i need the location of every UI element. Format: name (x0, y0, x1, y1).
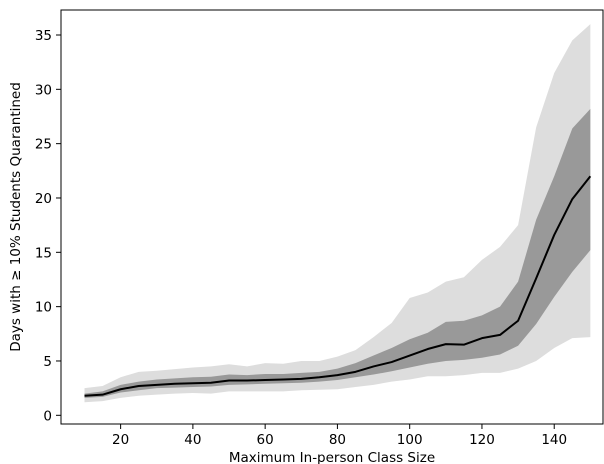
y-ticks: 0 5 10 15 20 25 30 35 (35, 28, 61, 424)
y-tick-label: 25 (35, 137, 52, 153)
band-inner-band (84, 108, 591, 398)
y-tick-label: 5 (43, 354, 52, 370)
x-tick-label: 120 (469, 432, 495, 448)
y-tick-label: 10 (35, 300, 52, 316)
x-tick-label: 80 (329, 432, 346, 448)
x-tick-label: 60 (257, 432, 274, 448)
y-tick-label: 0 (43, 408, 52, 424)
y-tick-label: 15 (35, 245, 52, 261)
bands-group (84, 24, 591, 403)
y-tick-label: 30 (35, 82, 52, 98)
band-outer-band (84, 24, 591, 403)
plot-frame (60, 9, 604, 425)
y-tick-label: 20 (35, 191, 52, 207)
lines-group (84, 175, 592, 397)
x-ticks: 20 40 60 80 100 120 140 (112, 424, 567, 448)
x-axis-label: Maximum In-person Class Size (229, 450, 435, 464)
x-tick-label: 20 (112, 432, 129, 448)
y-axis-label: Days with ≥ 10% Students Quarantined (8, 82, 24, 352)
x-tick-label: 100 (397, 432, 423, 448)
x-tick-label: 140 (541, 432, 567, 448)
x-tick-label: 40 (184, 432, 201, 448)
series-line-median (84, 175, 592, 397)
y-tick-label: 35 (35, 28, 52, 44)
